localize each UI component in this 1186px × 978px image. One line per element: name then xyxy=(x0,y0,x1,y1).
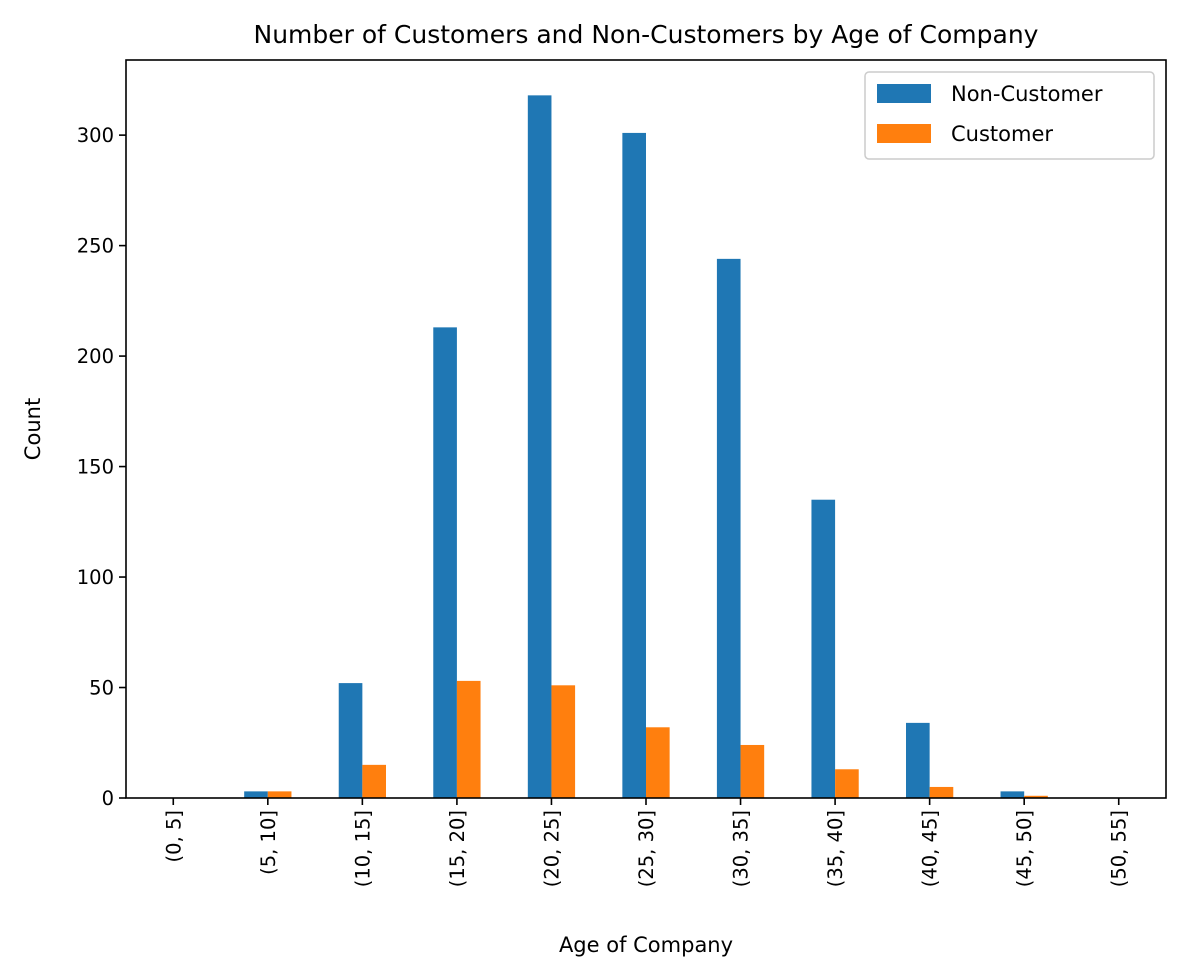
legend-label-1: Customer xyxy=(951,122,1053,146)
x-axis-label: Age of Company xyxy=(559,933,733,957)
legend-label-0: Non-Customer xyxy=(951,82,1103,106)
bar-non-customer-2 xyxy=(338,683,363,798)
x-tick-label-6: (30, 35] xyxy=(730,810,753,887)
y-tick-label-2: 100 xyxy=(77,566,114,589)
bar-customer-3 xyxy=(456,680,481,798)
y-tick-label-5: 250 xyxy=(77,235,114,258)
x-tick-label-5: (25, 30] xyxy=(635,810,658,887)
y-axis: 0 50 100 150 200 250 300 xyxy=(77,124,126,810)
bar-non-customer-7 xyxy=(811,499,836,798)
bar-customer-8 xyxy=(929,786,954,798)
y-tick-label-6: 300 xyxy=(77,124,114,147)
x-tick-label-9: (45, 50] xyxy=(1013,810,1036,887)
bar-customer-4 xyxy=(551,685,576,798)
x-tick-label-2: (10, 15] xyxy=(351,810,374,887)
legend-box xyxy=(864,71,1155,160)
y-tick-label-4: 200 xyxy=(77,345,114,368)
x-tick-label-3: (15, 20] xyxy=(446,810,469,887)
bar-non-customer-1 xyxy=(244,791,268,798)
bar-customer-5 xyxy=(646,727,670,798)
y-axis-label: Count xyxy=(21,398,45,460)
x-tick-label-8: (40, 45] xyxy=(919,810,942,887)
bar-customer-2 xyxy=(362,764,386,798)
bar-non-customer-5 xyxy=(622,132,646,799)
bar-non-customer-6 xyxy=(716,258,741,798)
bar-customer-9 xyxy=(1024,795,1048,798)
legend: Non-Customer Customer xyxy=(864,71,1155,160)
legend-swatch-0 xyxy=(877,84,931,103)
x-tick-label-0: (0, 5] xyxy=(162,810,185,862)
legend-swatch-1 xyxy=(877,124,931,143)
y-tick-label-0: 0 xyxy=(102,787,114,810)
y-tick-label-1: 50 xyxy=(89,677,114,700)
x-tick-label-4: (20, 25] xyxy=(540,810,563,887)
y-tick-label-3: 150 xyxy=(77,456,114,479)
bar-non-customer-9 xyxy=(1000,791,1025,798)
bar-non-customer-4 xyxy=(527,95,552,799)
x-axis: (0, 5] (5, 10] (10, 15] (15, 20] (20, 25] (25… xyxy=(162,798,1131,887)
chart-title: Number of Customers and Non-Customers by… xyxy=(254,20,1039,49)
bar-non-customer-8 xyxy=(906,722,930,798)
bar-non-customer-3 xyxy=(433,327,457,798)
bars-group xyxy=(244,95,1048,799)
x-tick-label-7: (35, 40] xyxy=(824,810,847,887)
bar-customer-7 xyxy=(835,769,859,798)
x-tick-label-1: (5, 10] xyxy=(257,810,280,875)
bar-customer-6 xyxy=(740,744,765,798)
x-tick-label-10: (50, 55] xyxy=(1108,810,1131,887)
bar-customer-1 xyxy=(267,791,292,798)
